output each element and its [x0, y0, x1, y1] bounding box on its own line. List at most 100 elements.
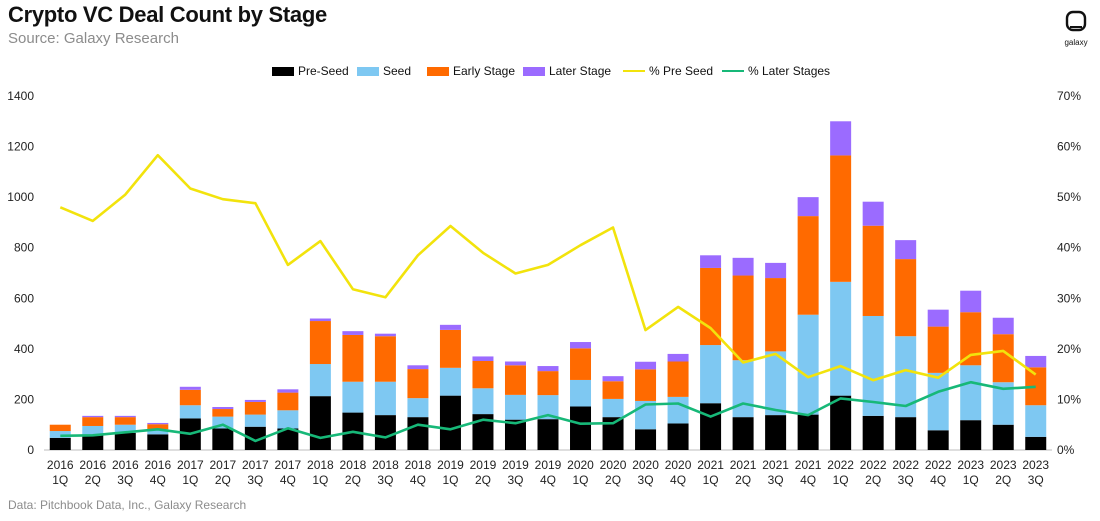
bar-seed: [147, 429, 169, 435]
x-tick-label-year: 2017: [177, 458, 204, 472]
y-tick-label: 1000: [7, 190, 34, 204]
bar-seed: [212, 416, 234, 429]
x-tick-label-quarter: 3Q: [638, 473, 654, 487]
bar-later-stage: [82, 415, 104, 418]
y2-tick-label: 50%: [1057, 190, 1081, 204]
bar-later-stage: [439, 324, 461, 330]
bar-later-stage: [992, 317, 1014, 335]
bar-later-stage: [537, 366, 559, 372]
bar-later-stage: [765, 262, 787, 279]
bar-seed: [277, 410, 299, 429]
x-tick-label-year: 2018: [340, 458, 367, 472]
x-tick-label-quarter: 3Q: [898, 473, 914, 487]
bar-seed: [49, 431, 71, 438]
x-tick-label-year: 2018: [372, 458, 399, 472]
line--later-stages: [60, 380, 1036, 443]
galaxy-logo-icon: [1065, 10, 1087, 32]
y2-tick-label: 60%: [1057, 140, 1081, 154]
bar-early-stage: [570, 348, 592, 380]
x-tick-label-year: 2023: [1022, 458, 1049, 472]
bar-pre-seed: [82, 434, 104, 450]
bar-early-stage: [537, 371, 559, 396]
bar-early-stage: [439, 329, 461, 368]
x-tick-label-quarter: 2Q: [215, 473, 231, 487]
legend-swatch: [357, 66, 379, 76]
bar-pre-seed: [439, 395, 461, 450]
bar-pre-seed: [114, 432, 136, 450]
x-tick-label-year: 2016: [47, 458, 74, 472]
x-tick-label-year: 2021: [730, 458, 757, 472]
bar-early-stage: [992, 334, 1014, 383]
x-tick-label-quarter: 2Q: [865, 473, 881, 487]
y-tick-label: 600: [14, 291, 34, 305]
bar-pre-seed: [992, 424, 1014, 450]
x-tick-label-quarter: 4Q: [670, 473, 686, 487]
bar-later-stage: [147, 422, 169, 425]
bar-early-stage: [895, 259, 917, 337]
x-tick-label-quarter: 4Q: [150, 473, 166, 487]
bar-early-stage: [309, 321, 331, 365]
bar-seed: [439, 367, 461, 396]
legend-swatch: [272, 66, 294, 76]
bar-seed: [407, 398, 429, 418]
x-tick-label-year: 2017: [209, 458, 236, 472]
bar-later-stage: [1025, 355, 1047, 368]
x-tick-label-quarter: 3Q: [1028, 473, 1044, 487]
y-tick-label: 800: [14, 241, 34, 255]
bar-pre-seed: [635, 429, 657, 450]
x-tick-label-quarter: 3Q: [247, 473, 263, 487]
legend-swatch: [523, 66, 545, 76]
y-tick-label: 400: [14, 342, 34, 356]
bar-later-stage: [277, 389, 299, 393]
y2-tick-label: 30%: [1057, 291, 1081, 305]
bar-pre-seed: [277, 428, 299, 450]
bar-early-stage: [700, 267, 722, 346]
bar-seed: [179, 405, 201, 419]
bar-seed: [82, 425, 104, 435]
x-tick-label-year: 2019: [437, 458, 464, 472]
bar-seed: [537, 395, 559, 420]
x-tick-label-quarter: 3Q: [507, 473, 523, 487]
legend-label: Early Stage: [453, 64, 516, 78]
bar-early-stage: [830, 155, 852, 282]
bar-early-stage: [732, 275, 754, 361]
bar-later-stage: [700, 255, 722, 268]
bar-seed: [992, 382, 1014, 425]
bar-early-stage: [472, 360, 494, 389]
bar-early-stage: [1025, 367, 1047, 406]
bar-later-stage: [374, 333, 396, 337]
x-tick-label-quarter: 4Q: [800, 473, 816, 487]
legend-swatch: [427, 66, 449, 76]
bar-seed: [570, 379, 592, 407]
bar-pre-seed: [1025, 436, 1047, 450]
bar-early-stage: [114, 417, 136, 425]
x-tick-label-year: 2019: [502, 458, 529, 472]
x-tick-label-year: 2016: [79, 458, 106, 472]
bar-pre-seed: [212, 428, 234, 450]
bar-seed: [960, 365, 982, 421]
chart-title: Crypto VC Deal Count by Stage: [8, 2, 327, 27]
bar-seed: [244, 414, 266, 427]
bar-later-stage: [602, 376, 624, 382]
legend-swatch: [722, 70, 744, 72]
bar-pre-seed: [309, 396, 331, 450]
legend-label: Seed: [383, 64, 412, 78]
bar-later-stage: [732, 257, 754, 276]
x-tick-label-year: 2022: [925, 458, 952, 472]
x-tick-label-year: 2016: [144, 458, 171, 472]
line--pre-seed: [59, 153, 1037, 382]
bar-seed: [342, 381, 364, 413]
x-tick-label-quarter: 3Q: [768, 473, 784, 487]
x-tick-label-year: 2021: [762, 458, 789, 472]
bar-seed: [797, 314, 819, 415]
x-tick-label-quarter: 4Q: [280, 473, 296, 487]
footer-source: Data: Pitchbook Data, Inc., Galaxy Resea…: [8, 498, 247, 512]
x-tick-label-year: 2019: [535, 458, 562, 472]
bar-early-stage: [504, 365, 526, 395]
x-tick-label-quarter: 4Q: [410, 473, 426, 487]
legend-item: Later Stage: [523, 64, 611, 78]
bar-pre-seed: [927, 430, 949, 450]
bar-early-stage: [927, 326, 949, 373]
x-tick-label-quarter: 1Q: [442, 473, 458, 487]
bar-pre-seed: [472, 414, 494, 450]
